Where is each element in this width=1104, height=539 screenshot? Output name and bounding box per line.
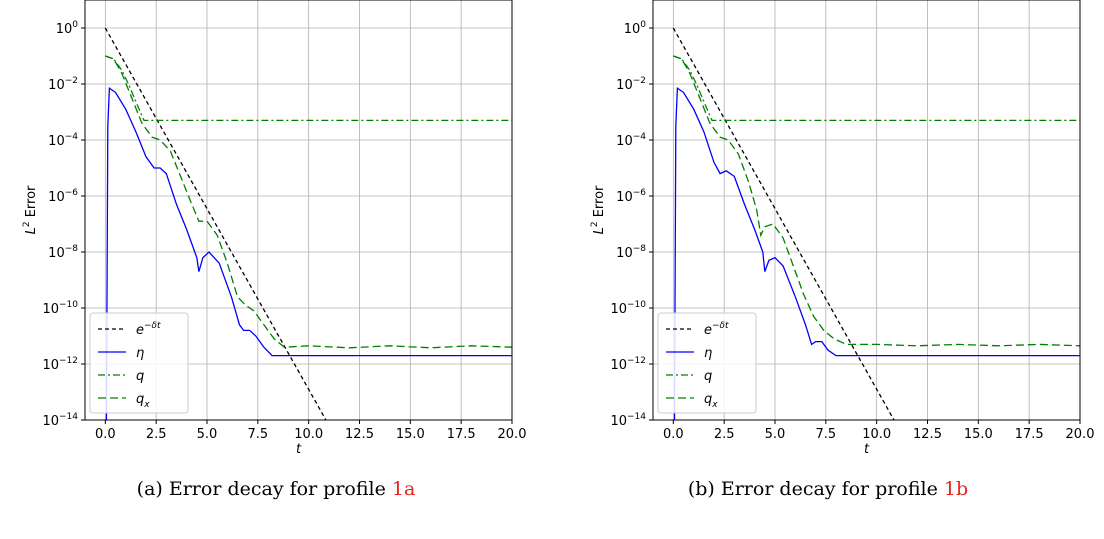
- x-tick-label-a-3: 7.5: [247, 427, 268, 442]
- series-line-b-2: [673, 55, 1080, 122]
- x-tick-label-b-3: 7.5: [815, 427, 836, 442]
- series-line-a-0: [104, 27, 327, 420]
- caption-b-ref-link[interactable]: 1b: [943, 478, 969, 500]
- x-tick-label-b-4: 10.0: [862, 427, 891, 442]
- series-line-a-3: [105, 55, 512, 349]
- y-tick-label-a-3: 10−6: [48, 188, 78, 205]
- series-group-b: [672, 27, 1080, 420]
- caption-a-text: (a) Error decay for profile: [136, 478, 392, 500]
- y-tick-label-a-7: 10−14: [42, 412, 78, 429]
- y-tick-label-b-0: 100: [624, 20, 647, 37]
- chart-a: 0.0 2.5 5.0 7.5 10.0 12.5 15.0 17.5 20.0 100 10−2 1…: [22, 0, 526, 457]
- y-axis-label-b: L2 Error: [590, 185, 607, 234]
- x-tick-label-a-2: 5.0: [197, 427, 218, 442]
- x-tick-label-a-7: 17.5: [447, 427, 476, 442]
- x-tick-label-a-1: 2.5: [146, 427, 167, 442]
- y-tick-label-b-3: 10−6: [616, 188, 646, 205]
- legend-label-b-3: qx: [704, 392, 718, 410]
- y-tick-label-b-1: 10−2: [616, 76, 646, 93]
- x-axis-label-a: t: [296, 442, 302, 457]
- y-tick-label-b-7: 10−14: [610, 412, 646, 429]
- y-axis-label-a: L2 Error: [22, 185, 39, 234]
- x-tick-label-a-4: 10.0: [294, 427, 323, 442]
- y-tick-label-b-6: 10−12: [610, 356, 646, 373]
- legend-label-b-0: e−δt: [704, 321, 729, 338]
- y-tick-label-b-4: 10−8: [616, 244, 646, 261]
- axes-frame-b: [652, 0, 1081, 421]
- x-tick-label-a-8: 20.0: [498, 427, 527, 442]
- caption-b-text: (b) Error decay for profile: [687, 478, 944, 500]
- x-tick-label-b-7: 17.5: [1015, 427, 1044, 442]
- x-tick-label-b-5: 12.5: [913, 427, 942, 442]
- legend-label-a-3: qx: [136, 392, 150, 410]
- y-tick-label-a-0: 100: [56, 20, 79, 37]
- y-tick-label-a-6: 10−12: [42, 356, 78, 373]
- x-tick-label-b-0: 0.0: [663, 427, 684, 442]
- caption-a-ref-link[interactable]: 1a: [391, 478, 416, 500]
- series-line-a-1: [105, 86, 512, 420]
- series-line-b-3: [673, 55, 1080, 347]
- legend-label-b-1: η: [704, 346, 712, 361]
- legend-box-a: [89, 312, 189, 414]
- legend-label-a-0: e−δt: [136, 321, 161, 338]
- legend-b: e−δt ηq qx: [657, 312, 757, 414]
- caption-a: (a) Error decay for profile 1a: [0, 478, 552, 500]
- x-tick-label-a-5: 12.5: [345, 427, 374, 442]
- x-tick-label-b-8: 20.0: [1066, 427, 1095, 442]
- series-line-b-0: [672, 27, 895, 420]
- x-tick-label-a-0: 0.0: [95, 427, 116, 442]
- legend-label-b-2: q: [704, 369, 712, 384]
- x-tick-label-b-2: 5.0: [765, 427, 786, 442]
- x-axis-label-b: t: [864, 442, 870, 457]
- x-tick-label-b-1: 2.5: [714, 427, 735, 442]
- legend-label-a-1: η: [136, 346, 144, 361]
- axes-frame-a: [84, 0, 513, 421]
- y-tick-label-a-2: 10−4: [48, 132, 78, 149]
- y-tick-label-b-2: 10−4: [616, 132, 646, 149]
- legend-a: e−δt ηq qx: [89, 312, 189, 414]
- legend-label-a-2: q: [136, 369, 144, 384]
- y-tick-label-a-1: 10−2: [48, 76, 78, 93]
- series-line-b-1: [673, 86, 1080, 420]
- chart-b: 0.0 2.5 5.0 7.5 10.0 12.5 15.0 17.5 20.0 100 10−2 1…: [590, 0, 1094, 457]
- legend-box-b: [657, 312, 757, 414]
- series-group-a: [104, 27, 512, 420]
- x-tick-label-a-6: 15.0: [396, 427, 425, 442]
- y-tick-label-a-4: 10−8: [48, 244, 78, 261]
- x-tick-label-b-6: 15.0: [964, 427, 993, 442]
- caption-b: (b) Error decay for profile 1b: [552, 478, 1104, 500]
- series-line-a-2: [105, 55, 512, 122]
- y-tick-label-a-5: 10−10: [42, 300, 78, 317]
- y-tick-label-b-5: 10−10: [610, 300, 646, 317]
